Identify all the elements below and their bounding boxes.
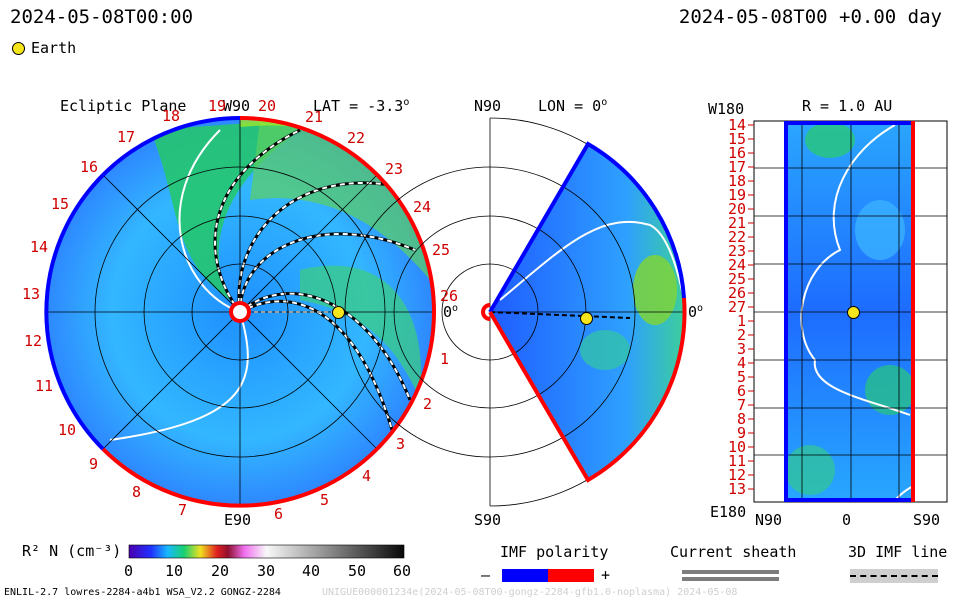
colorbar-tick: 10 <box>165 562 184 580</box>
rotation-number: 26 <box>440 287 459 305</box>
sphere-y-label: 13 <box>727 480 746 498</box>
rotation-number: 22 <box>347 129 366 147</box>
model-info: ENLIL-2.7 lowres-2284-a4b1 WSA_V2.2 GONG… <box>4 587 281 598</box>
rotation-number: 3 <box>396 435 406 453</box>
sphere-y-label: 12 <box>727 466 746 484</box>
sphere-y-label: 4 <box>736 354 746 372</box>
imf-positive-swatch <box>548 569 594 582</box>
sphere-x-label: N90 <box>755 511 783 529</box>
current-sheath-title: Current sheath <box>670 543 797 561</box>
colorbar-tick: 30 <box>257 562 276 580</box>
ecliptic-top-label: W90 <box>223 97 251 115</box>
ecliptic-title: Ecliptic Plane <box>60 97 187 115</box>
rotation-number: 18 <box>162 107 181 125</box>
sphere-y-label: 3 <box>736 340 746 358</box>
colorbar-gradient <box>128 544 405 559</box>
current-sheath-swatch <box>682 570 779 574</box>
rotation-number: 24 <box>413 198 432 216</box>
sphere-y-label: 11 <box>727 452 746 470</box>
rotation-number: 19 <box>208 97 227 115</box>
rotation-number: 6 <box>274 505 284 523</box>
sphere-y-label: 17 <box>727 158 746 176</box>
rotation-number: 1 <box>440 350 450 368</box>
imf-line-dash <box>850 575 938 577</box>
ecliptic-right-label: 0o <box>443 303 459 321</box>
meridional-right-label: 0o <box>688 303 704 321</box>
sphere-top-label: W180 <box>708 100 745 118</box>
sphere-y-label: 18 <box>727 172 746 190</box>
colorbar-tick: 20 <box>211 562 230 580</box>
rotation-number: 5 <box>320 491 330 509</box>
sphere-x-label: S90 <box>913 511 941 529</box>
sphere-y-label: 16 <box>727 144 746 162</box>
sphere-y-label: 1 <box>736 312 746 330</box>
ecliptic-lat-label: LAT = -3.3o <box>313 97 410 115</box>
sphere-y-label: 24 <box>727 256 746 274</box>
earth-legend-label: Earth <box>31 39 77 57</box>
sphere-y-label: 23 <box>727 242 746 260</box>
rotation-number: 21 <box>305 108 324 126</box>
rotation-number: 25 <box>432 241 451 259</box>
meridional-lon-label: LON = 0o <box>538 97 608 115</box>
sphere-radius-label: R = 1.0 AU <box>802 97 893 115</box>
imf-plus-label: + <box>601 566 611 584</box>
imf-polarity-title: IMF polarity <box>500 543 609 561</box>
rotation-number: 13 <box>22 285 41 303</box>
rotation-number: 12 <box>24 332 43 350</box>
sphere-y-label: 20 <box>727 200 746 218</box>
date-right: 2024-05-08T00 +0.00 day <box>678 6 942 28</box>
rotation-number: 4 <box>362 467 372 485</box>
run-watermark: UNIGUE000001234e(2024-05-08T00-gongz-228… <box>322 587 738 598</box>
sphere-y-label: 2 <box>736 326 746 344</box>
imf-line-title: 3D IMF line <box>848 543 948 561</box>
rotation-number: 23 <box>385 160 404 178</box>
sphere-y-label: 10 <box>727 438 746 456</box>
ecliptic-bottom-label: E90 <box>224 511 252 529</box>
ecliptic-plane-plot <box>44 116 437 508</box>
rotation-number: 9 <box>89 455 99 473</box>
spherical-surface-plot <box>753 120 948 503</box>
date-left: 2024-05-08T00:00 <box>10 6 194 28</box>
rotation-number: 8 <box>132 483 142 501</box>
sphere-y-label: 27 <box>727 298 746 316</box>
sphere-y-label: 19 <box>727 186 746 204</box>
colorbar-tick: 40 <box>302 562 321 580</box>
colorbar-tick: 50 <box>348 562 367 580</box>
sphere-bottom-label: E180 <box>710 503 747 521</box>
current-sheath-swatch <box>682 577 779 581</box>
rotation-number: 7 <box>178 501 188 519</box>
sphere-y-label: 5 <box>736 368 746 386</box>
sphere-y-label: 9 <box>736 424 746 442</box>
rotation-number: 11 <box>35 377 54 395</box>
sphere-y-label: 6 <box>736 382 746 400</box>
rotation-number: 10 <box>58 421 77 439</box>
colorbar-label: R² N (cm⁻³) <box>22 542 122 560</box>
sphere-x-label: 0 <box>842 511 852 529</box>
earth-marker-sphere <box>847 306 860 319</box>
sphere-y-label: 25 <box>727 270 746 288</box>
sphere-y-label: 14 <box>727 116 746 134</box>
imf-minus-label: – <box>481 566 491 584</box>
sphere-y-label: 8 <box>736 410 746 428</box>
colorbar-tick: 0 <box>124 562 134 580</box>
imf-negative-swatch <box>502 569 548 582</box>
earth-legend-marker <box>12 42 25 55</box>
sphere-y-label: 22 <box>727 228 746 246</box>
colorbar-tick: 60 <box>393 562 412 580</box>
sphere-y-label: 26 <box>727 284 746 302</box>
rotation-number: 14 <box>30 238 49 256</box>
sphere-y-label: 15 <box>727 130 746 148</box>
rotation-number: 17 <box>117 128 136 146</box>
sphere-y-label: 7 <box>736 396 746 414</box>
meridional-bottom-label: S90 <box>474 511 502 529</box>
rotation-number: 16 <box>80 158 99 176</box>
earth-marker-meridional <box>580 312 593 325</box>
rotation-number: 15 <box>51 195 70 213</box>
earth-marker-ecliptic <box>332 306 345 319</box>
sphere-y-label: 21 <box>727 214 746 232</box>
rotation-number: 20 <box>258 97 277 115</box>
rotation-number: 2 <box>423 395 433 413</box>
meridional-top-label: N90 <box>474 97 502 115</box>
